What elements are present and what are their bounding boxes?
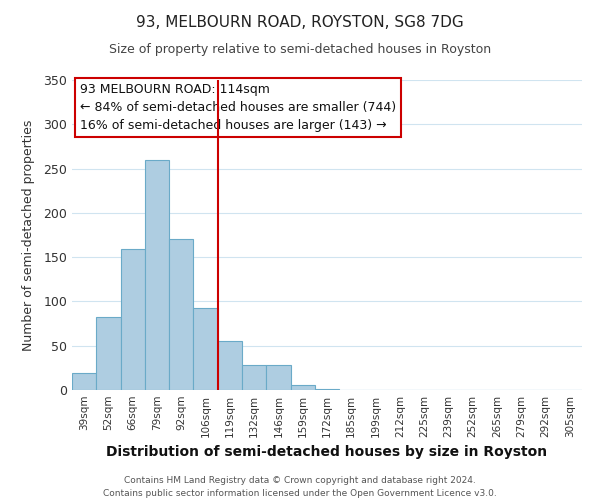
Text: 93, MELBOURN ROAD, ROYSTON, SG8 7DG: 93, MELBOURN ROAD, ROYSTON, SG8 7DG (136, 15, 464, 30)
Text: 93 MELBOURN ROAD: 114sqm
← 84% of semi-detached houses are smaller (744)
16% of : 93 MELBOURN ROAD: 114sqm ← 84% of semi-d… (80, 83, 396, 132)
Y-axis label: Number of semi-detached properties: Number of semi-detached properties (22, 120, 35, 350)
Bar (121, 249, 145, 390)
Bar (72, 373, 96, 390)
Bar (145, 160, 169, 390)
Text: Size of property relative to semi-detached houses in Royston: Size of property relative to semi-detach… (109, 42, 491, 56)
Bar (315, 389, 339, 390)
Bar (169, 240, 193, 390)
Bar (96, 318, 121, 390)
Text: Contains HM Land Registry data © Crown copyright and database right 2024.
Contai: Contains HM Land Registry data © Crown c… (103, 476, 497, 498)
X-axis label: Distribution of semi-detached houses by size in Royston: Distribution of semi-detached houses by … (106, 446, 548, 460)
Bar (193, 308, 218, 390)
Bar (290, 384, 315, 390)
Bar (218, 342, 242, 390)
Bar (242, 365, 266, 390)
Bar (266, 365, 290, 390)
